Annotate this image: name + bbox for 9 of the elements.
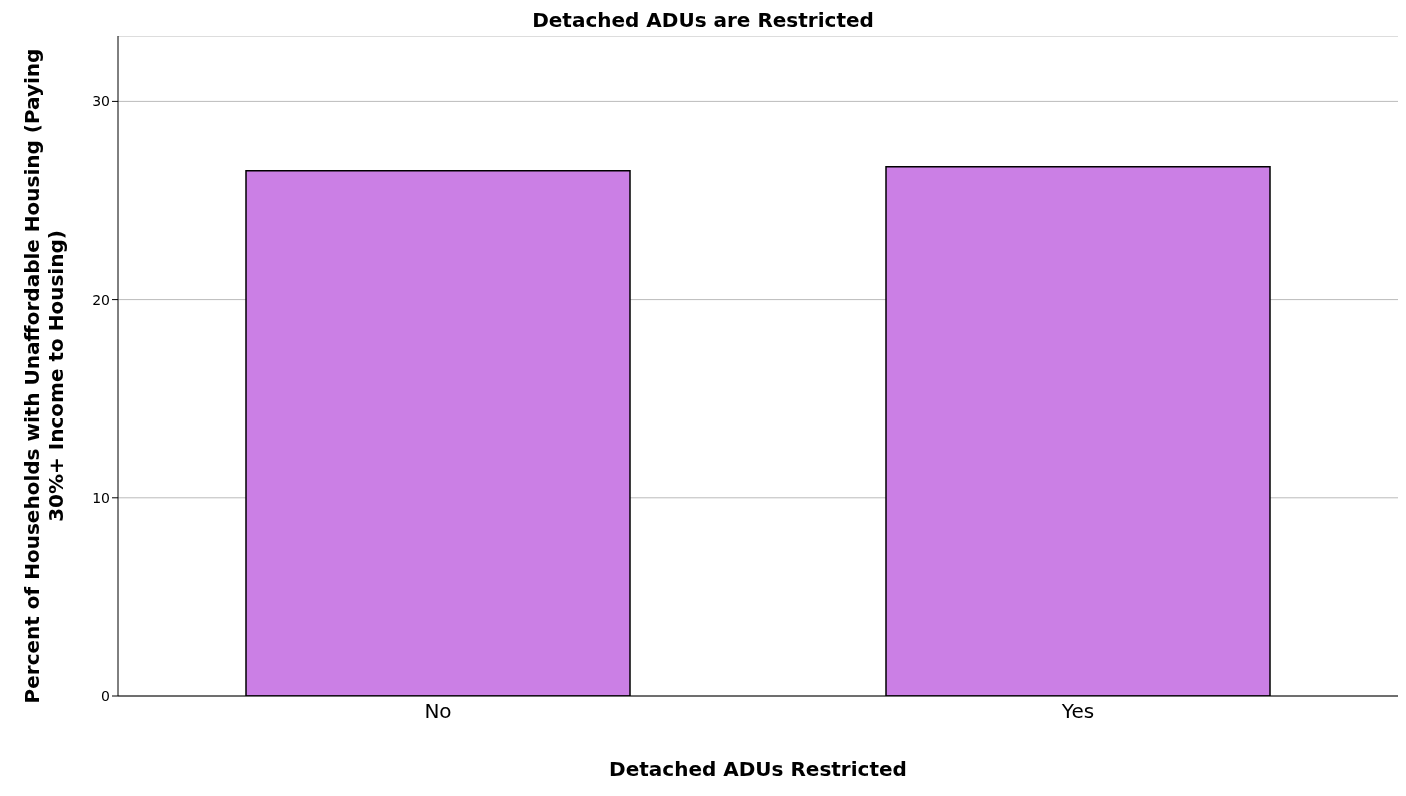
x-tick-label: No (424, 699, 452, 724)
x-axis-title: Detached ADUs Restricted (609, 757, 907, 781)
y-tick-label: 20 (92, 291, 110, 308)
y-tick-label: 10 (92, 489, 110, 506)
x-tick-label: Yes (1060, 699, 1095, 724)
y-tick-label: 0 (101, 687, 110, 704)
chart-title: Detached ADUs are Restricted (531, 8, 875, 34)
y-tick-label: 30 (92, 93, 110, 110)
y-axis-title: Percent of Households with Unaffordable Housing (Paying 30%+ Income to Housing) (20, 48, 68, 704)
